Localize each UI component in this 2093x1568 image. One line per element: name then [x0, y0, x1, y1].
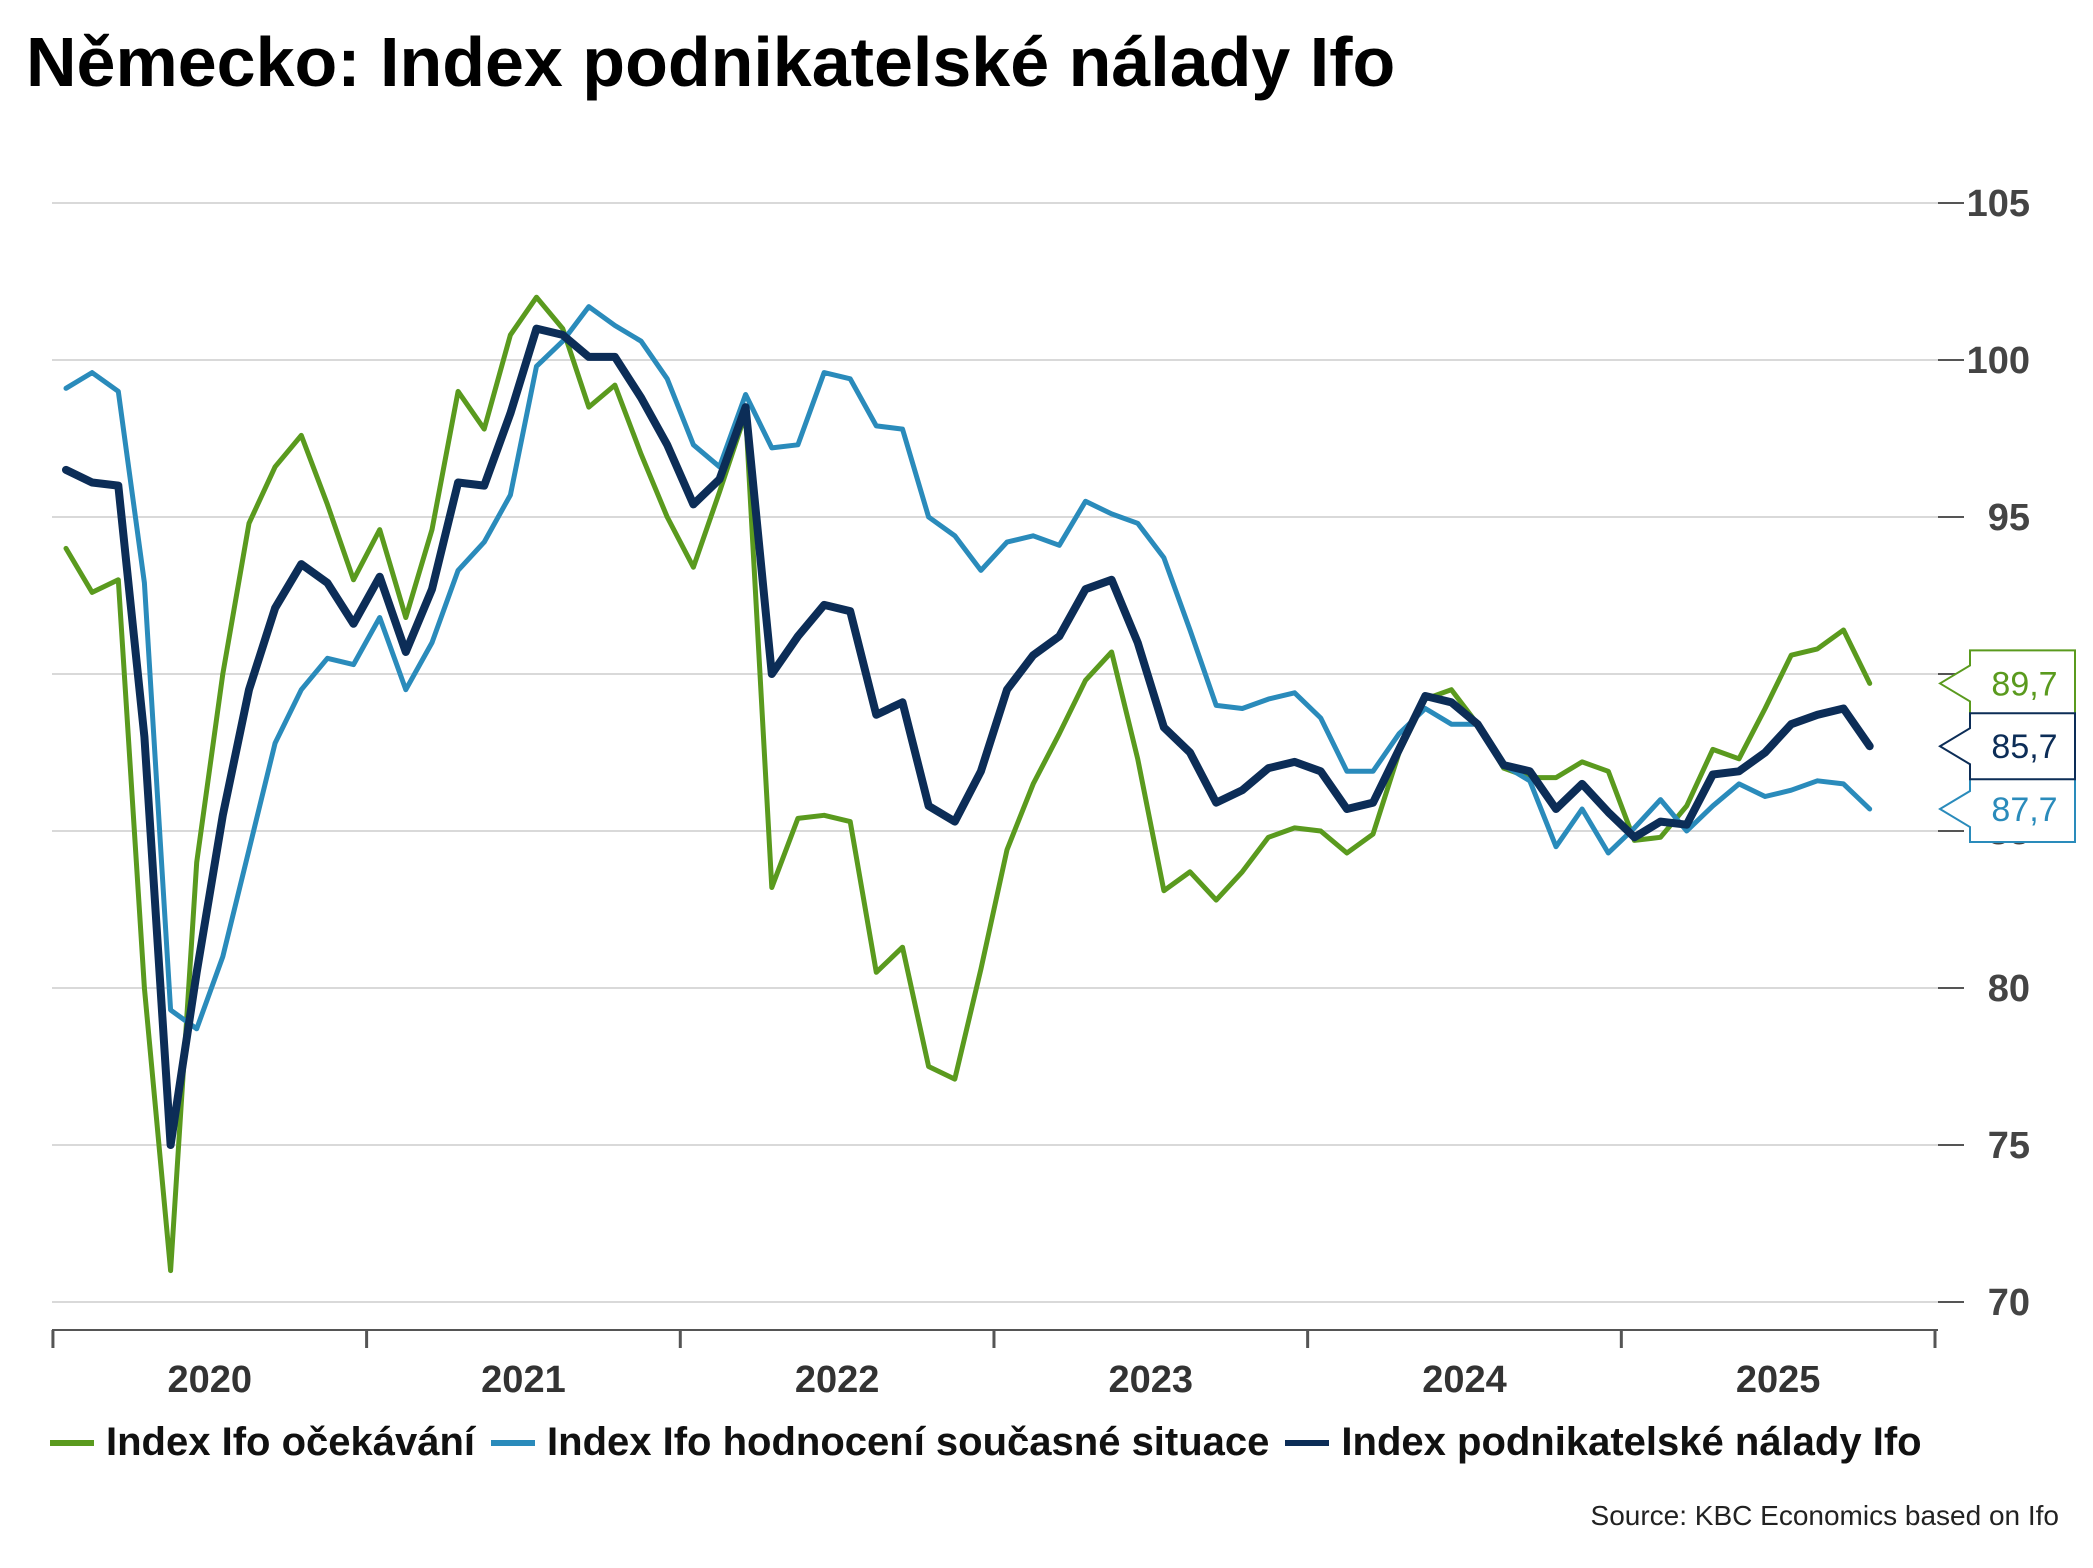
x-tick-label-2023: 2023: [1109, 1359, 1194, 1401]
x-tick-label-2022: 2022: [795, 1359, 880, 1401]
y-tick-label-105: 105: [1967, 183, 2030, 225]
legend-item-current: Index Ifo hodnocení současné situace: [491, 1420, 1269, 1465]
legend: Index Ifo očekávání Index Ifo hodnocení …: [50, 1420, 1938, 1465]
chart-title: Německo: Index podnikatelské nálady Ifo: [26, 23, 1396, 101]
series-line-1: [63, 304, 1873, 1032]
y-tick-label-70: 70: [1988, 1282, 2030, 1324]
legend-item-climate: Index podnikatelské nálady Ifo: [1285, 1420, 1922, 1465]
y-tick-label-100: 100: [1967, 340, 2030, 382]
end-callout-box-0: [1938, 649, 2076, 718]
axis-layer: 7075808590951001052020202120222023202420…: [51, 183, 2030, 1401]
end-callout-box-1: [1938, 775, 2076, 844]
y-tick-label-95: 95: [1988, 497, 2030, 539]
grid-layer: [52, 202, 1938, 1303]
series-layer: [62, 294, 1874, 1274]
x-tick-label-2024: 2024: [1422, 1359, 1507, 1401]
legend-swatch-climate: [1285, 1439, 1330, 1446]
legend-label-climate: Index podnikatelské nálady Ifo: [1341, 1420, 1922, 1464]
y-tick-label-80: 80: [1988, 968, 2030, 1010]
end-callout-label-1: 87,7: [1991, 791, 2057, 829]
end-callout-box-2: [1938, 712, 2076, 781]
legend-label-current: Index Ifo hodnocení současné situace: [547, 1420, 1270, 1464]
x-tick-label-2025: 2025: [1736, 1359, 1821, 1401]
end-callout-label-0: 89,7: [1991, 665, 2057, 703]
end-value-callouts: 89,7 87,7 85,7: [1938, 649, 2076, 844]
x-tick-label-2020: 2020: [167, 1359, 252, 1401]
source-note: Source: KBC Economics based on Ifo: [1590, 1500, 2059, 1531]
legend-swatch-current: [491, 1439, 536, 1446]
series-line-0: [63, 294, 1873, 1274]
end-callout-label-2: 85,7: [1991, 728, 2057, 766]
series-line-2: [62, 324, 1874, 1149]
legend-swatch-expectations: [50, 1439, 94, 1446]
legend-label-expectations: Index Ifo očekávání: [106, 1420, 476, 1464]
x-tick-label-2021: 2021: [481, 1359, 566, 1401]
legend-item-expectations: Index Ifo očekávání: [50, 1420, 475, 1465]
y-tick-label-75: 75: [1988, 1125, 2030, 1167]
